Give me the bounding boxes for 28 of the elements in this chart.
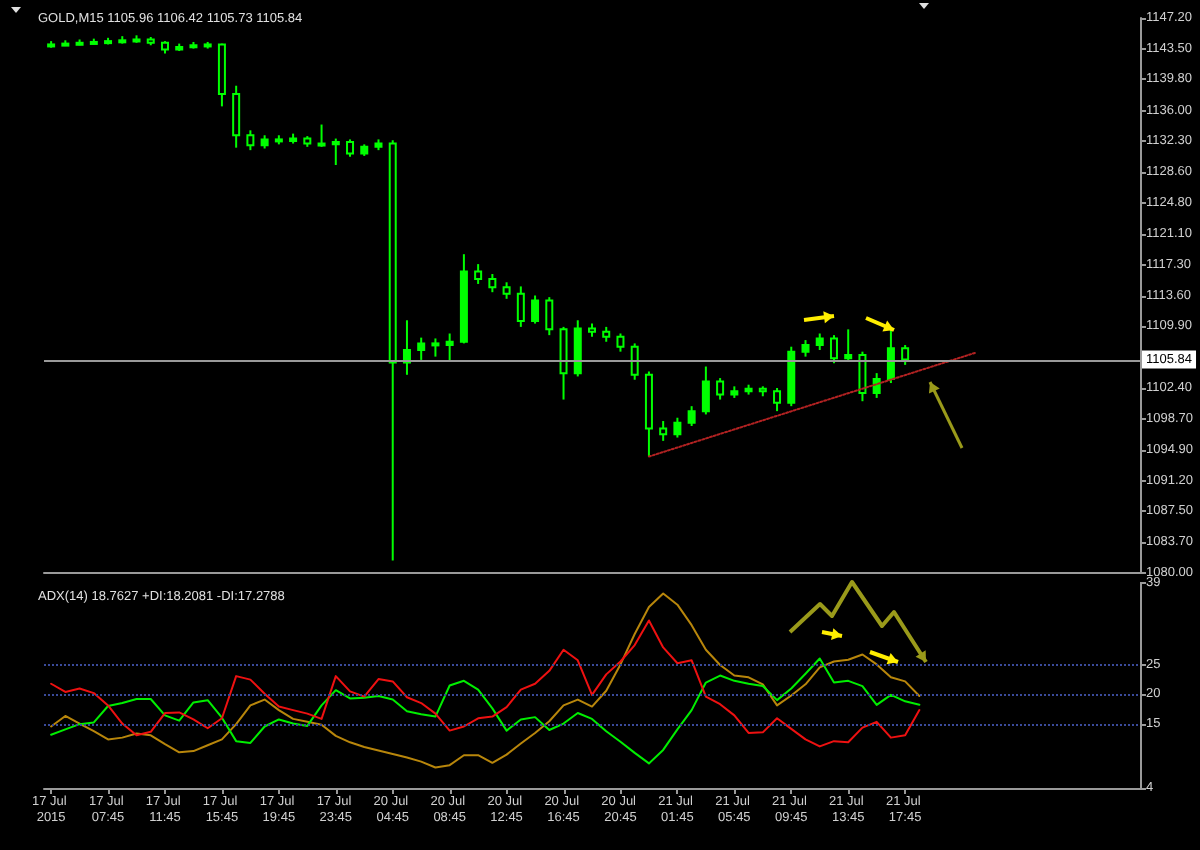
candlestick xyxy=(616,332,625,353)
candlestick xyxy=(659,420,668,442)
candlestick xyxy=(559,325,568,401)
line-series xyxy=(50,619,921,748)
candlestick xyxy=(232,84,241,149)
candlestick xyxy=(474,263,483,285)
candlestick xyxy=(545,296,554,337)
candlestick xyxy=(445,332,454,363)
candlestick xyxy=(516,285,525,328)
candlestick xyxy=(701,365,710,416)
line-series xyxy=(50,657,921,765)
candlestick xyxy=(673,416,682,439)
candlestick xyxy=(246,129,255,152)
candlestick xyxy=(901,344,910,366)
candlestick xyxy=(317,123,326,148)
candlestick xyxy=(531,294,540,325)
candlestick xyxy=(872,372,881,399)
candlestick xyxy=(844,328,853,363)
candlestick xyxy=(488,273,497,294)
candlestick xyxy=(331,137,340,167)
candlestick xyxy=(773,387,782,413)
candlestick xyxy=(716,377,725,401)
candlestick xyxy=(417,336,426,361)
candlestick xyxy=(573,319,582,378)
candlestick xyxy=(630,342,639,381)
candlestick xyxy=(829,334,838,365)
candlestick xyxy=(431,337,440,358)
candlestick xyxy=(687,405,696,427)
